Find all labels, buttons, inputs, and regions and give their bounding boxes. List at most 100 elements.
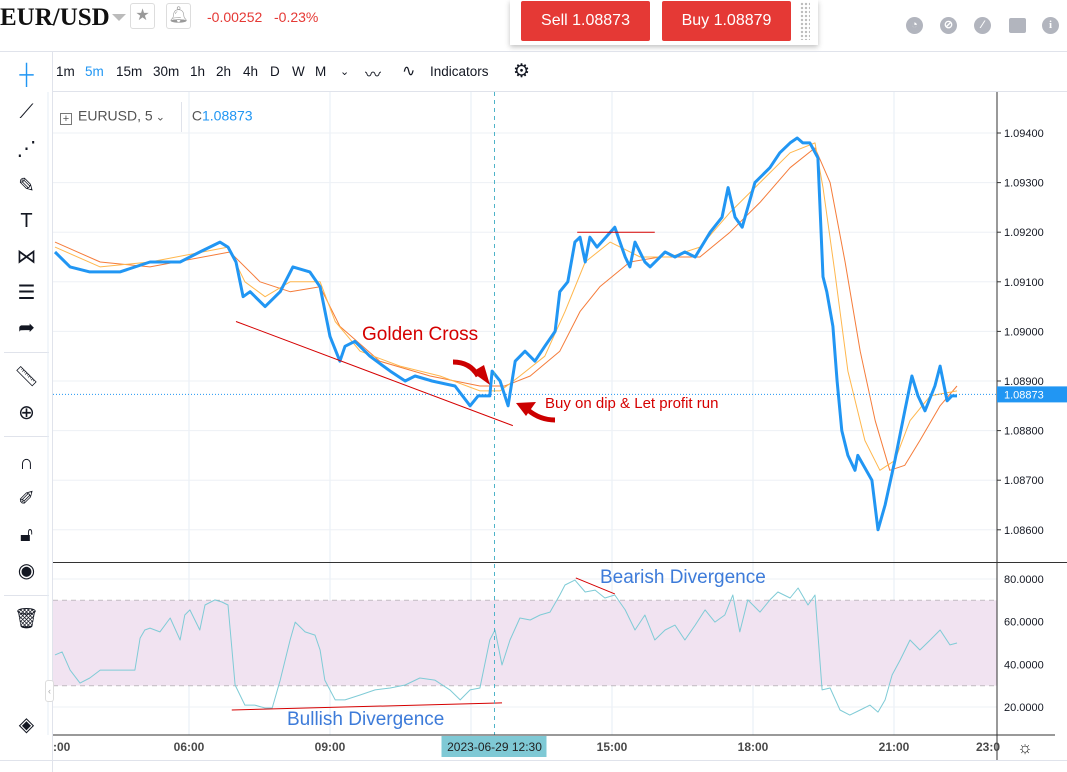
crosshair-time-label: 2023-06-29 12:30 [447,740,542,754]
timeframe-d[interactable]: D [270,64,280,79]
brush-icon[interactable]: ✎ [18,175,35,197]
rsi-axis-label: 60.0000 [1004,617,1044,629]
trendline [235,321,514,427]
sell-button[interactable]: Sell 1.08873 [521,1,650,41]
compass-icon[interactable]: ⊘ [940,17,957,34]
favorite-star-icon[interactable]: ★ [130,3,155,29]
legend-close-prefix: C [191,107,202,124]
curved-arrow-icon [452,359,481,378]
crosshair-icon[interactable]: ┼ [19,64,34,86]
indicators-button[interactable]: Indicators [430,64,489,79]
golden-cross-label: Golden Cross [362,324,478,345]
time-axis-label: 06:00 [174,740,205,754]
curved-arrow-icon [526,408,556,423]
price-axis-label: 1.09400 [1004,128,1044,140]
timeframe-15m[interactable]: 15m [116,64,143,79]
time-axis-label: 18:00 [738,740,769,754]
arrow-icon[interactable]: ➦ [18,317,35,339]
ma-slow-line [54,147,958,471]
divergence-line [575,577,616,595]
indicators-icon[interactable]: ∿ [402,63,416,80]
forecast-icon[interactable]: ☰ [17,282,36,304]
magnet-icon[interactable]: ∩ [19,452,34,474]
settings-gear-icon[interactable]: ⚙ [513,61,531,82]
drawing-toolbar: ┼ ⟋ ⋰ ✎ T ⋈ ☰ ➦ 📏︎ ⊕ ∩ ✐ 🔓︎ ◉ 🗑︎ ◈ [0,52,53,772]
price-axis-label: 1.09200 [1004,227,1044,239]
timeframe-2h[interactable]: 2h [216,64,232,79]
chart-type-icon[interactable]: 〰 [365,67,382,84]
text-icon[interactable]: T [20,210,33,232]
zoom-in-icon[interactable]: ⊕ [18,402,35,424]
legend-symbol[interactable]: EURUSD, 5 [78,107,153,124]
lock-drawing-icon[interactable]: ✐ [18,488,35,510]
trade-panel: Sell 1.08873 Buy 1.08879 [510,0,818,45]
axis-settings-icon[interactable]: ☼ [1017,738,1033,757]
current-price-label: 1.08873 [1004,389,1044,401]
eye-icon[interactable]: ◉ [17,560,36,582]
price-axis-label: 1.08600 [1004,525,1044,537]
rsi-band [53,600,997,686]
timeframe-5m[interactable]: 5m [85,64,104,79]
timeframe-m[interactable]: M [315,64,327,79]
timeframe-30m[interactable]: 30m [153,64,180,79]
chevron-down-icon[interactable]: ⌄ [340,66,350,78]
collapse-toolbar-button[interactable]: ‹ [45,680,54,702]
divider [4,436,49,437]
timeframe-4h[interactable]: 4h [243,64,259,79]
current-price-badge [997,386,1067,403]
timeframe-w[interactable]: W [292,64,305,79]
buy-on-dip-label: Buy on dip & Let profit run [545,395,718,412]
bearish-divergence-label: Bearish Divergence [600,567,766,588]
time-axis-label: 21:00 [879,740,910,754]
rsi-axis-label: 80.0000 [1004,574,1044,586]
ma-fast-line [54,142,958,471]
price-change: -0.00252 [207,9,263,25]
chart-legend: + EURUSD, 5 ⌄ C1.08873 [60,102,253,132]
layers-icon[interactable]: ◈ [18,714,35,736]
price-axis-label: 1.09100 [1004,277,1044,289]
symbol-title[interactable]: EUR/USD [0,4,110,31]
gauge-icon[interactable]: ⁄ [974,17,991,34]
axes: 1.09400 1.09300 1.09200 1.09100 1.09000 1.089… [53,92,1067,760]
symbol-dropdown-icon[interactable] [112,14,126,21]
ruler-icon[interactable]: 📏︎ [13,366,40,388]
chevron-down-icon[interactable]: ⌄ [152,111,165,124]
price-axis-label: 1.08900 [1004,376,1044,388]
price-change-percent: -0.23% [274,9,319,25]
divider [4,352,49,353]
buy-button[interactable]: Buy 1.08879 [662,1,791,41]
alert-bell-icon[interactable]: 🔔︎ [166,3,191,29]
pattern-icon[interactable]: ⋈ [16,246,37,268]
annotations: Golden Cross Buy on dip & Let profit run B… [53,92,997,735]
divider [4,595,49,596]
fib-icon[interactable]: ⋰ [16,138,37,160]
timeframe-1h[interactable]: 1h [190,64,206,79]
trash-icon[interactable]: 🗑︎ [13,608,40,630]
legend-close-value: 1.08873 [201,107,253,124]
timeframe-1m[interactable]: 1m [56,64,75,79]
divergence-line [231,702,503,711]
rsi-line [54,579,958,716]
rsi-axis-label: 20.0000 [1004,702,1044,714]
info-icon[interactable]: i [1042,17,1059,34]
trendline-icon[interactable]: ⟋ [19,101,34,123]
calendar-icon[interactable] [1009,18,1026,33]
grid [47,92,997,735]
time-axis-label: 15:00 [597,740,628,754]
arrow-head-icon [516,402,536,416]
series [53,136,958,716]
crosshair-time-badge [441,736,547,757]
bullish-divergence-label: Bullish Divergence [287,709,444,730]
price-axis-label: 1.08700 [1004,475,1044,487]
time-axis-label: 23:0 [976,740,1000,754]
drag-handle[interactable] [800,2,810,40]
price-axis-label: 1.08800 [1004,426,1044,438]
arrow-head-icon [472,365,490,385]
pie-chart-icon[interactable]: ◔ [906,17,923,34]
expand-icon[interactable]: + [60,112,72,125]
time-axis-label: :00 [53,740,71,754]
time-axis-label: 09:00 [315,740,346,754]
price-line [53,136,957,532]
unlock-icon[interactable]: 🔓︎ [20,524,33,546]
price-axis-label: 1.09300 [1004,178,1044,190]
